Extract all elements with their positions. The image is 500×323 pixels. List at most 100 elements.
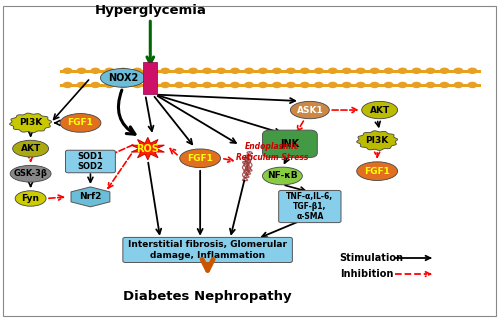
Circle shape	[146, 82, 156, 88]
Circle shape	[370, 82, 380, 88]
Ellipse shape	[262, 167, 302, 185]
Circle shape	[216, 82, 226, 88]
Polygon shape	[131, 137, 164, 160]
Ellipse shape	[180, 149, 220, 168]
Ellipse shape	[60, 114, 101, 132]
Circle shape	[258, 68, 268, 74]
Text: NF-κB: NF-κB	[267, 172, 298, 181]
Circle shape	[174, 82, 184, 88]
Circle shape	[202, 82, 212, 88]
Circle shape	[160, 82, 170, 88]
Circle shape	[244, 68, 254, 74]
Text: Inhibition: Inhibition	[340, 269, 393, 279]
Circle shape	[314, 68, 324, 74]
Circle shape	[230, 82, 240, 88]
Circle shape	[104, 82, 115, 88]
Ellipse shape	[100, 68, 146, 87]
Circle shape	[342, 68, 351, 74]
Circle shape	[174, 68, 184, 74]
Circle shape	[90, 82, 101, 88]
Circle shape	[188, 82, 198, 88]
Circle shape	[272, 82, 282, 88]
Circle shape	[412, 82, 422, 88]
Circle shape	[216, 68, 226, 74]
Polygon shape	[10, 113, 51, 133]
FancyBboxPatch shape	[262, 130, 318, 158]
FancyBboxPatch shape	[278, 191, 341, 223]
Circle shape	[384, 68, 394, 74]
Circle shape	[398, 68, 407, 74]
FancyBboxPatch shape	[144, 62, 158, 94]
Circle shape	[342, 82, 351, 88]
Text: Endoplasmic
Reticulum Stress: Endoplasmic Reticulum Stress	[236, 142, 308, 162]
Circle shape	[188, 68, 198, 74]
Text: FGF1: FGF1	[187, 154, 213, 163]
Circle shape	[314, 82, 324, 88]
Text: Diabetes Nephropathy: Diabetes Nephropathy	[124, 290, 292, 303]
Text: Hyperglycemia: Hyperglycemia	[94, 4, 206, 17]
Text: FGF1: FGF1	[68, 119, 94, 127]
Circle shape	[104, 68, 115, 74]
Text: NOX2: NOX2	[108, 73, 138, 83]
Circle shape	[118, 82, 128, 88]
Circle shape	[412, 68, 422, 74]
Circle shape	[440, 68, 450, 74]
Circle shape	[146, 68, 156, 74]
Circle shape	[258, 82, 268, 88]
Polygon shape	[71, 187, 110, 207]
Circle shape	[230, 68, 240, 74]
Circle shape	[454, 68, 464, 74]
Circle shape	[62, 82, 72, 88]
Circle shape	[76, 68, 86, 74]
Text: Nrf2: Nrf2	[80, 193, 102, 201]
Ellipse shape	[356, 162, 398, 181]
Circle shape	[370, 68, 380, 74]
Ellipse shape	[12, 140, 49, 157]
Circle shape	[272, 68, 282, 74]
Circle shape	[468, 82, 477, 88]
FancyBboxPatch shape	[66, 150, 116, 173]
Text: FGF1: FGF1	[364, 167, 390, 176]
Circle shape	[62, 68, 72, 74]
Circle shape	[426, 68, 436, 74]
Ellipse shape	[290, 101, 330, 119]
Circle shape	[300, 82, 310, 88]
Circle shape	[202, 68, 212, 74]
Text: NOX2: NOX2	[340, 255, 344, 256]
Text: JNK: JNK	[280, 139, 299, 149]
Circle shape	[384, 82, 394, 88]
Circle shape	[286, 82, 296, 88]
Circle shape	[244, 82, 254, 88]
Text: PI3K: PI3K	[366, 136, 389, 145]
Text: AKT: AKT	[20, 144, 40, 153]
Ellipse shape	[362, 101, 398, 119]
Text: PI3K: PI3K	[19, 119, 42, 127]
Ellipse shape	[10, 165, 51, 182]
Circle shape	[286, 68, 296, 74]
Circle shape	[398, 82, 407, 88]
Circle shape	[328, 82, 338, 88]
Text: Stimulation: Stimulation	[340, 253, 404, 263]
Circle shape	[440, 82, 450, 88]
Circle shape	[132, 82, 142, 88]
Circle shape	[160, 68, 170, 74]
Circle shape	[132, 68, 142, 74]
Text: AKT: AKT	[370, 106, 390, 115]
Text: ASK1: ASK1	[296, 106, 323, 115]
Circle shape	[454, 82, 464, 88]
Text: ROS: ROS	[136, 144, 159, 154]
Circle shape	[76, 82, 86, 88]
Text: Fyn: Fyn	[22, 194, 40, 203]
Polygon shape	[356, 131, 398, 151]
FancyBboxPatch shape	[123, 237, 292, 263]
Circle shape	[90, 68, 101, 74]
Circle shape	[300, 68, 310, 74]
Text: Interstitial fibrosis, Glomerular
damage, Inflammation: Interstitial fibrosis, Glomerular damage…	[128, 240, 287, 260]
Ellipse shape	[15, 191, 46, 206]
Circle shape	[468, 68, 477, 74]
Text: TNF-α,IL-6,
TGF-β1,
α-SMA: TNF-α,IL-6, TGF-β1, α-SMA	[286, 192, 334, 222]
Text: SOD1
SOD2: SOD1 SOD2	[78, 152, 104, 171]
Circle shape	[356, 82, 366, 88]
Circle shape	[426, 82, 436, 88]
Circle shape	[328, 68, 338, 74]
